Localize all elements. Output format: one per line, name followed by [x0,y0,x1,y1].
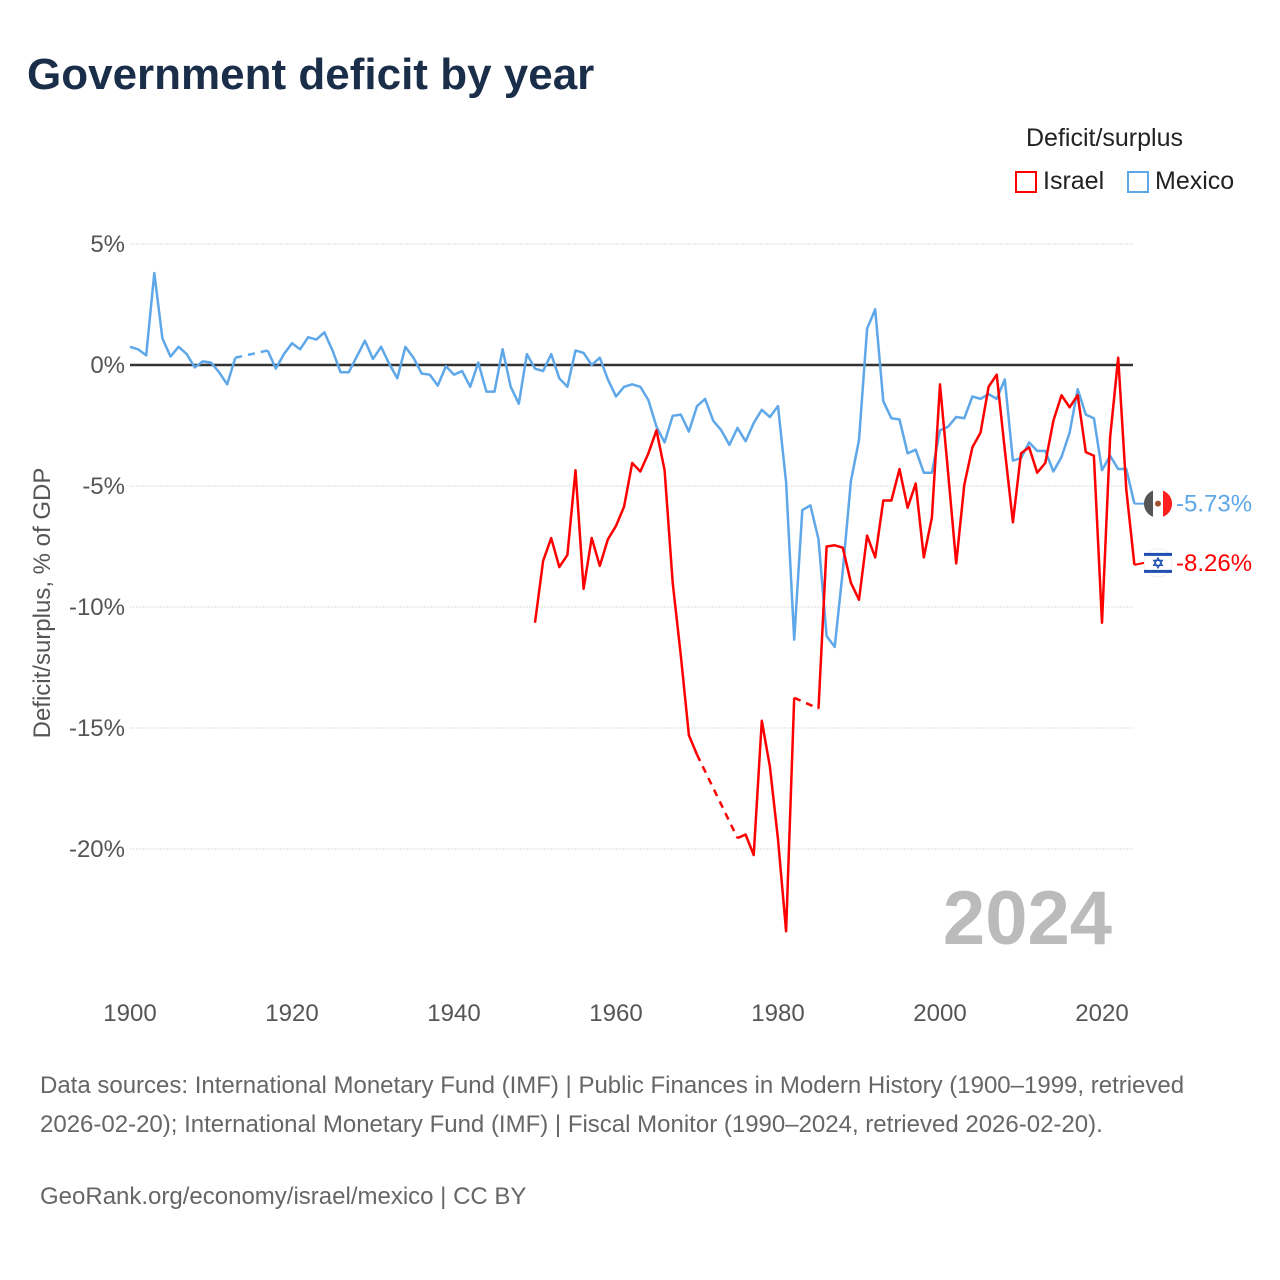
series-israel [533,356,1136,933]
series-line-israel [533,429,699,756]
gap-line-mexico [235,349,268,359]
legend-item-israel[interactable]: Israel [1015,167,1104,196]
y-tick-label: -10% [69,594,125,621]
flag-red [1163,490,1173,517]
x-tick-label: 2000 [913,1000,966,1027]
israel-flag-icon [1143,548,1173,578]
series-line-israel [817,356,1136,709]
x-tick-label: 1920 [265,1000,318,1027]
y-tick-label: -5% [82,473,125,500]
x-tick-label: 1940 [427,1000,480,1027]
legend-swatch-mexico [1127,170,1149,193]
series-line-israel [736,697,796,933]
legend-title: Deficit/surplus [1026,124,1183,152]
gap-line-israel [695,754,739,839]
x-tick-label: 1900 [103,1000,156,1027]
x-tick-label: 1960 [589,1000,642,1027]
legend-item-mexico[interactable]: Mexico [1127,167,1234,196]
x-tick-label: 1980 [751,1000,804,1027]
end-value-label-mexico: -5.73% [1176,491,1252,518]
end-value-label-israel: -8.26% [1176,550,1252,577]
flag-stripe [1144,552,1172,556]
leader-line [1134,561,1145,566]
legend-label-mexico: Mexico [1155,167,1235,195]
current-year-label: 2024 [943,876,1112,961]
mexico-flag-icon [1143,489,1173,518]
y-tick-label: -20% [69,836,125,863]
series-mexico [129,271,1136,649]
credit-link[interactable]: GeoRank.org/economy/israel/mexico | CC B… [40,1183,527,1210]
y-axis-label: Deficit/surplus, % of GDP [29,468,56,739]
series-line-mexico [129,271,237,386]
gap-line-israel [793,696,820,710]
y-tick-label: 0% [90,352,125,379]
x-tick-label: 2020 [1075,1000,1128,1027]
y-tick-label: 5% [90,231,125,258]
star-of-david [1152,556,1164,570]
flag-emblem [1155,500,1161,507]
legend-swatch-israel [1015,170,1037,193]
legend-label-israel: Israel [1043,167,1105,195]
flag-stripe [1144,569,1172,573]
series-line-mexico [266,308,1136,649]
flag-green [1143,490,1153,517]
chart-title: Government deficit by year [27,50,595,99]
y-tick-label: -15% [69,715,125,742]
line-chart: 5% 0% -5% -10% -15% -20% 1900 1920 1940 1960 1980… [29,231,1252,1027]
data-sources: Data sources: International Monetary Fun… [40,1072,1185,1138]
